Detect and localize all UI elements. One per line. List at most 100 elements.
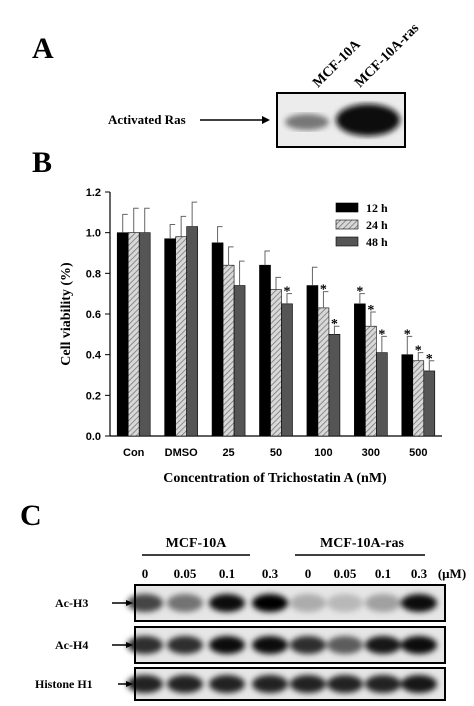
arrow-head (262, 116, 270, 124)
bar (306, 285, 319, 437)
y-tick-label: 1.0 (86, 228, 101, 240)
significance: * (284, 285, 291, 300)
y-tick-label: 0.4 (86, 350, 102, 362)
error-bar (191, 201, 198, 227)
band (127, 675, 163, 693)
lane-label: MCF-10A-ras (352, 20, 422, 90)
error-bar (122, 213, 128, 233)
error-bar (275, 276, 281, 290)
error-bar (417, 352, 424, 361)
band (167, 594, 203, 612)
error-bar (228, 246, 234, 266)
dose-label: 0.1 (375, 566, 391, 581)
bar (401, 354, 414, 437)
error-bar (359, 293, 365, 304)
x-tick-label: Con (123, 447, 145, 459)
error-bar (239, 260, 245, 286)
error-bar (286, 293, 292, 304)
error-bar (144, 207, 150, 233)
error-bar (381, 335, 387, 353)
bar (412, 360, 425, 437)
band (327, 636, 363, 654)
band (365, 594, 401, 612)
bar (186, 226, 198, 437)
panel-label: B (32, 146, 52, 179)
legend-label: 24 h (366, 218, 388, 232)
x-tick-label: DMSO (165, 447, 198, 459)
significance: * (426, 352, 433, 367)
legend-swatch (335, 202, 359, 213)
band (209, 675, 245, 693)
band (127, 636, 163, 654)
bar (138, 232, 151, 437)
error-bar (180, 215, 187, 237)
significance: * (404, 327, 411, 342)
legend-swatch (335, 219, 359, 230)
group-label: MCF-10A (166, 536, 228, 551)
dose-label: 0.1 (219, 566, 235, 581)
significance: * (320, 283, 327, 298)
error-bar (311, 266, 318, 286)
band (127, 594, 163, 612)
band (290, 636, 326, 654)
error-bar (133, 207, 139, 233)
dose-label: 0 (142, 566, 149, 581)
bar (270, 289, 282, 437)
band (336, 104, 400, 136)
x-tick-label: 300 (362, 447, 380, 459)
band (167, 636, 203, 654)
y-tick-label: 0.8 (86, 268, 101, 280)
bar (164, 238, 176, 437)
panel-label: C (20, 499, 42, 532)
error-bar (406, 335, 413, 355)
band (209, 636, 245, 654)
x-axis-title: Concentration of Trichostatin A (nM) (163, 471, 387, 486)
legend-swatch (335, 236, 359, 247)
band (365, 636, 401, 654)
bar (127, 232, 140, 437)
unit-label: (μM) (438, 566, 466, 581)
error-bar (333, 325, 340, 335)
dose-label: 0.05 (174, 566, 197, 581)
y-axis-title: Cell viability (%) (59, 262, 74, 366)
band (290, 675, 326, 693)
y-tick-label: 0.2 (86, 390, 101, 402)
x-tick-label: 100 (314, 447, 332, 459)
significance: * (378, 327, 385, 342)
row-label: Histone H1 (35, 677, 93, 691)
x-tick-label: 25 (222, 447, 234, 459)
arrow-head (126, 600, 133, 606)
legend-label: 12 h (366, 201, 388, 215)
row-label: Activated Ras (108, 112, 186, 127)
bar (423, 370, 436, 437)
band (401, 594, 437, 612)
dose-label: 0 (305, 566, 312, 581)
significance: * (367, 303, 374, 318)
error-bar (322, 291, 329, 308)
y-tick-label: 0.6 (86, 309, 101, 321)
dose-label: 0.3 (411, 566, 428, 581)
band (290, 594, 326, 612)
error-bar (264, 250, 270, 266)
bar (317, 307, 330, 437)
band (327, 594, 363, 612)
x-tick-label: 500 (409, 447, 427, 459)
band (327, 675, 363, 693)
band (167, 675, 203, 693)
bar (259, 264, 271, 437)
band (252, 594, 288, 612)
bar (116, 232, 129, 437)
dose-label: 0.05 (334, 566, 357, 581)
band (209, 594, 245, 612)
bar (233, 285, 246, 437)
y-tick-label: 0.0 (86, 431, 101, 443)
band (401, 675, 437, 693)
band (252, 636, 288, 654)
significance: * (356, 285, 363, 300)
bar (281, 303, 293, 437)
y-tick-label: 1.2 (86, 187, 101, 199)
x-tick-label: 50 (270, 447, 282, 459)
arrow-head (126, 681, 133, 687)
error-bar (217, 226, 223, 243)
error-bar (169, 224, 176, 239)
